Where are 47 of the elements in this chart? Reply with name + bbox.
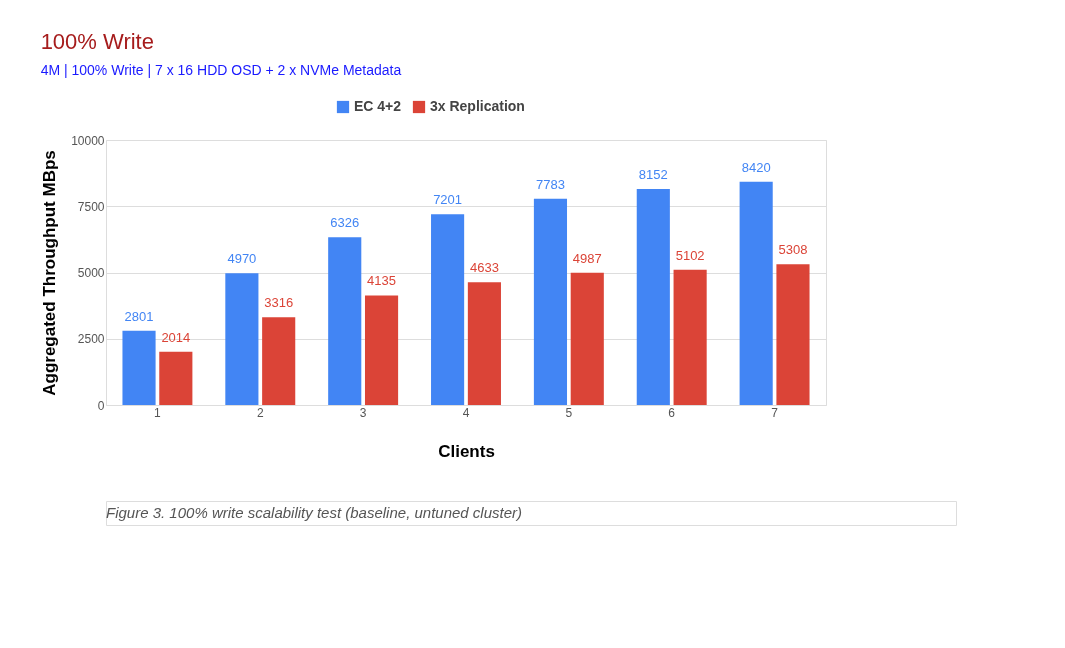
data-label: 8420 bbox=[741, 159, 771, 175]
bar bbox=[739, 181, 773, 405]
y-tick-label: 0 bbox=[97, 398, 105, 413]
bar bbox=[159, 351, 193, 405]
y-tick-label: 7500 bbox=[77, 199, 105, 214]
x-tick-label: 4 bbox=[462, 405, 470, 420]
bar bbox=[673, 269, 707, 405]
bar bbox=[364, 295, 399, 405]
y-tick-label: 2500 bbox=[77, 332, 105, 347]
bar bbox=[533, 198, 568, 405]
x-tick-label: 2 bbox=[256, 405, 264, 420]
bar bbox=[328, 237, 362, 405]
bar bbox=[467, 282, 501, 405]
legend-label: EC 4+2 bbox=[354, 98, 402, 114]
y-tick-label: 5000 bbox=[77, 266, 105, 280]
y-axis-title: Aggregated Throughput MBps bbox=[40, 150, 60, 396]
data-label: 6326 bbox=[330, 215, 360, 231]
bar bbox=[776, 264, 810, 405]
chart-title: 100% Write bbox=[40, 29, 154, 54]
x-axis-title: Clients bbox=[438, 441, 495, 461]
data-label: 5102 bbox=[675, 247, 705, 263]
x-tick-label: 5 bbox=[565, 405, 573, 420]
x-tick-label: 3 bbox=[359, 405, 367, 420]
data-label: 2801 bbox=[124, 308, 154, 324]
data-label: 4987 bbox=[572, 250, 602, 266]
caption: Figure 3. 100% write scalability test (baseline, untuned cluster) bbox=[106, 504, 523, 521]
data-label: 3316 bbox=[264, 295, 294, 311]
bar bbox=[262, 317, 296, 405]
x-tick-label: 1 bbox=[154, 405, 162, 420]
bar bbox=[570, 272, 604, 405]
legend-label: 3x Replication bbox=[430, 98, 525, 114]
data-label: 2014 bbox=[161, 329, 191, 345]
bar bbox=[636, 188, 670, 405]
data-label: 8152 bbox=[638, 166, 668, 182]
data-label: 7201 bbox=[433, 192, 463, 208]
bar bbox=[225, 273, 259, 405]
data-label: 7783 bbox=[535, 176, 565, 192]
data-label: 4633 bbox=[469, 260, 499, 276]
data-label: 5308 bbox=[778, 242, 808, 258]
bar bbox=[431, 214, 465, 405]
data-label: 4970 bbox=[227, 251, 257, 267]
x-tick-label: 7 bbox=[771, 405, 779, 420]
y-tick-label: 10000 bbox=[71, 133, 105, 148]
chart-subtitle: 4M | 100% Write | 7 x 16 HDD OSD + 2 x NVMe Metadata bbox=[40, 62, 402, 78]
data-label: 4135 bbox=[367, 273, 397, 289]
bar bbox=[122, 330, 156, 405]
x-tick-label: 6 bbox=[668, 405, 676, 420]
